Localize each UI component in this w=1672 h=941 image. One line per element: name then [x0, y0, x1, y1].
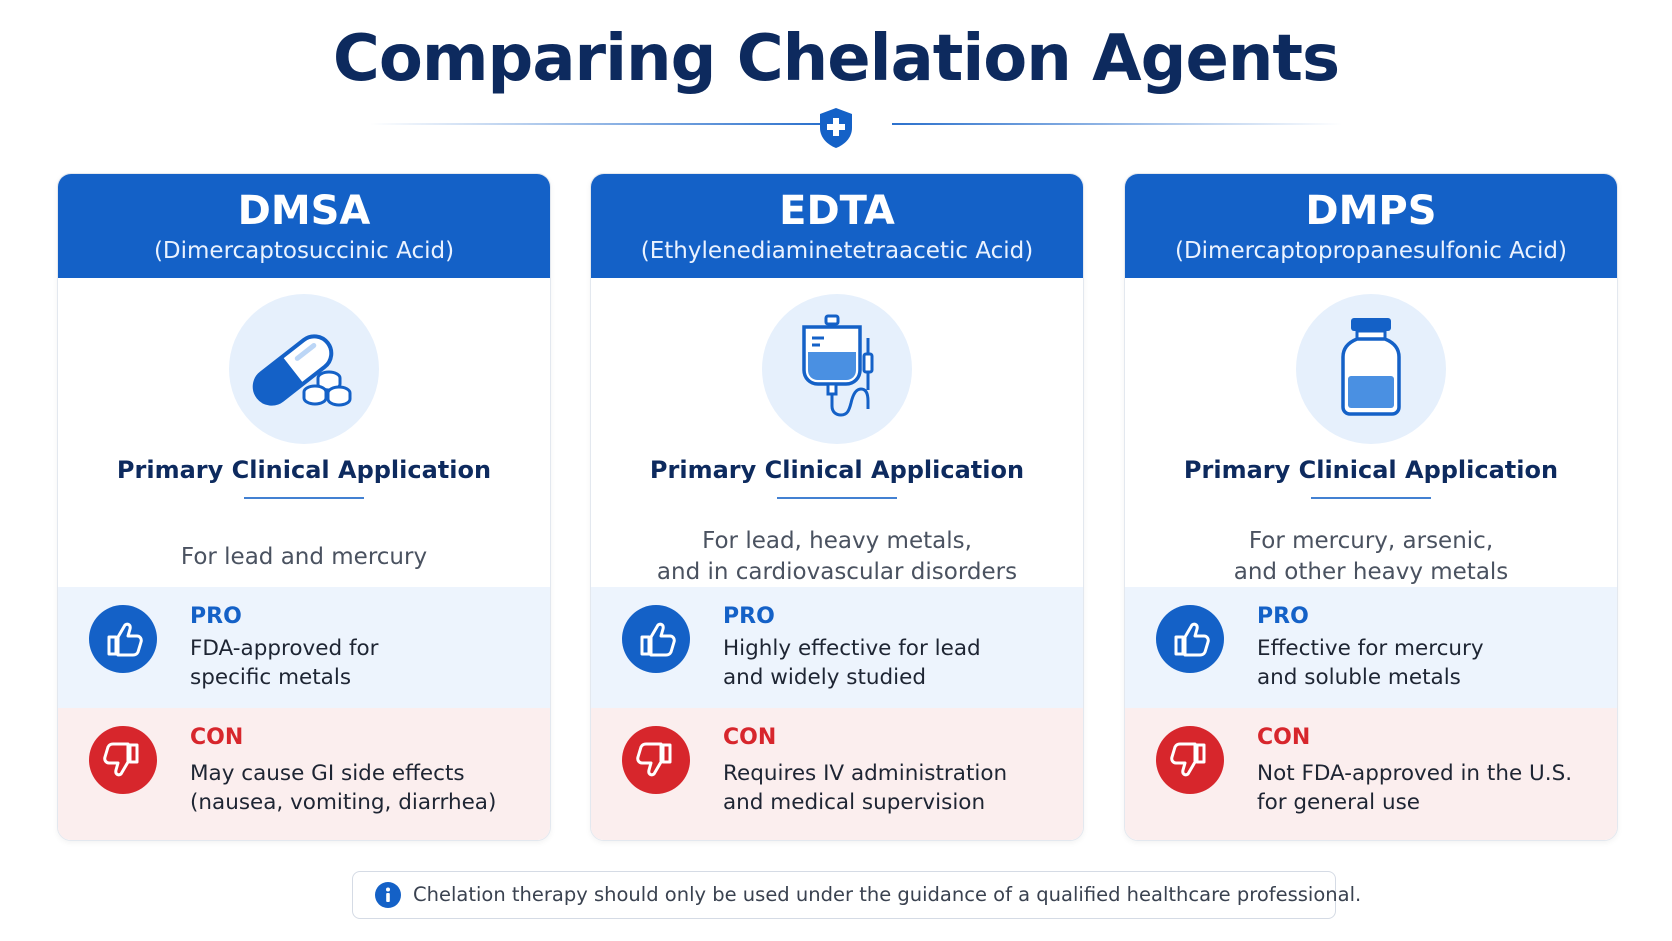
- pro-label: PRO: [723, 604, 775, 629]
- application-heading: Primary Clinical Application: [1183, 456, 1559, 484]
- thumbs-down-icon: [622, 726, 690, 794]
- thumbs-up-icon: [622, 605, 690, 673]
- capsule-pills-icon: [229, 294, 379, 444]
- application-heading: Primary Clinical Application: [649, 456, 1025, 484]
- pro-section: PRO FDA-approved for specific metals: [58, 587, 550, 708]
- con-text: Requires IV administration and medical s…: [723, 761, 1008, 815]
- info-icon: [375, 882, 401, 908]
- pro-text: Effective for mercury and soluble metals: [1257, 636, 1484, 690]
- card-edta: EDTA (Ethylenediaminetetraacetic Acid) P…: [590, 173, 1084, 841]
- agent-full-name: (Dimercaptosuccinic Acid): [153, 238, 455, 264]
- pro-text: Highly effective for lead and widely stu…: [723, 636, 981, 690]
- agent-full-name: (Ethylenediaminetetraacetic Acid): [640, 238, 1034, 264]
- application-text: For lead, heavy metals, and in cardiovas…: [656, 528, 1018, 585]
- agent-full-name: (Dimercaptopropanesulfonic Acid): [1174, 238, 1568, 264]
- card-dmsa: DMSA (Dimercaptosuccinic Acid) Primary C…: [57, 173, 551, 841]
- pro-label: PRO: [190, 604, 242, 629]
- card-header: DMPS (Dimercaptopropanesulfonic Acid): [1125, 174, 1617, 278]
- con-label: CON: [190, 725, 244, 750]
- agent-abbreviation: DMSA: [237, 188, 371, 234]
- thumbs-down-icon: [89, 726, 157, 794]
- pro-section: PRO Highly effective for lead and widely…: [591, 587, 1083, 708]
- disclaimer-box: Chelation therapy should only be used un…: [352, 871, 1361, 919]
- disclaimer-text: Chelation therapy should only be used un…: [413, 883, 1362, 906]
- application-heading: Primary Clinical Application: [116, 456, 492, 484]
- title-divider: [370, 123, 1342, 125]
- application-text: For lead and mercury: [180, 543, 428, 570]
- shield-plus-icon: [820, 108, 852, 148]
- application-text: For mercury, arsenic, and other heavy me…: [1233, 528, 1509, 585]
- heading-underline: [1311, 497, 1431, 499]
- con-text: May cause GI side effects (nausea, vomit…: [190, 761, 497, 815]
- page-title: Comparing Chelation Agents: [332, 22, 1340, 96]
- agent-abbreviation: DMPS: [1305, 188, 1437, 234]
- heading-underline: [777, 497, 897, 499]
- pro-section: PRO Effective for mercury and soluble me…: [1125, 587, 1617, 708]
- thumbs-up-icon: [89, 605, 157, 673]
- thumbs-down-icon: [1156, 726, 1224, 794]
- con-label: CON: [723, 725, 777, 750]
- card-dmps: DMPS (Dimercaptopropanesulfonic Acid) Pr…: [1124, 173, 1618, 841]
- con-label: CON: [1257, 725, 1311, 750]
- agent-abbreviation: EDTA: [779, 188, 895, 234]
- pro-label: PRO: [1257, 604, 1309, 629]
- heading-underline: [244, 497, 364, 499]
- con-section: CON Requires IV administration and medic…: [591, 708, 1083, 840]
- con-text: Not FDA-approved in the U.S. for general…: [1257, 761, 1573, 815]
- con-section: CON Not FDA-approved in the U.S. for gen…: [1125, 708, 1617, 840]
- card-header: DMSA (Dimercaptosuccinic Acid): [58, 174, 550, 278]
- con-section: CON May cause GI side effects (nausea, v…: [58, 708, 550, 840]
- card-header: EDTA (Ethylenediaminetetraacetic Acid): [591, 174, 1083, 278]
- iv-bag-icon: [762, 294, 912, 444]
- vial-bottle-icon: [1296, 294, 1446, 444]
- pro-text: FDA-approved for specific metals: [190, 636, 379, 690]
- thumbs-up-icon: [1156, 605, 1224, 673]
